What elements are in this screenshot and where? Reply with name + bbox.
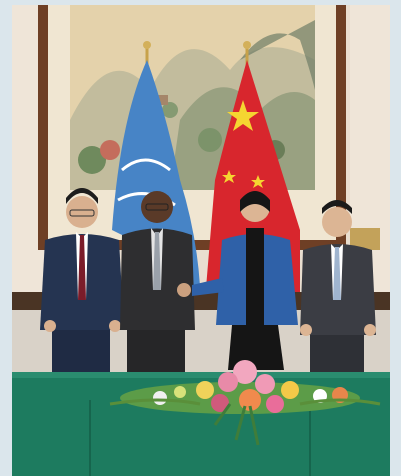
- name-plate: [350, 228, 380, 250]
- person-right: [300, 200, 376, 375]
- person-center-right: [177, 191, 298, 370]
- flower-arrangement-icon: [109, 360, 381, 446]
- person-left: [40, 188, 124, 375]
- person-center-left: [120, 191, 195, 375]
